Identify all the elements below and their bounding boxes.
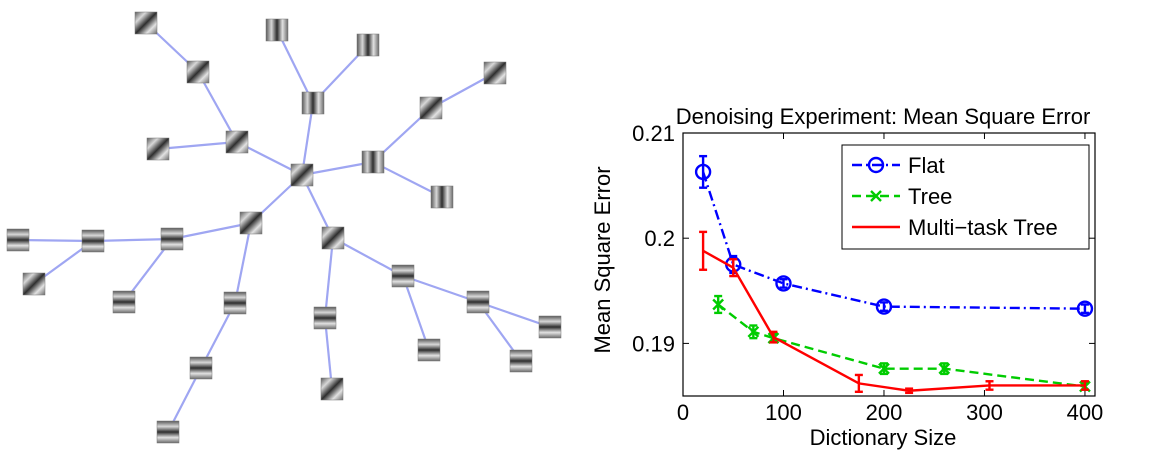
dictionary-atom-patch [186, 60, 210, 84]
error-bar [769, 330, 778, 344]
y-tick-label: 0.2 [644, 226, 675, 251]
tree-edge [17, 238, 94, 243]
series-multi-task-tree [699, 230, 1089, 395]
tree-edge [233, 222, 253, 304]
legend-label: Flat [908, 153, 945, 178]
y-axis-label: Mean Square Error [590, 166, 615, 353]
data-point [938, 362, 951, 375]
data-point [1076, 300, 1094, 317]
x-tick-label: 300 [966, 400, 1003, 425]
data-point [875, 298, 893, 315]
dictionary-atom-patch [466, 290, 490, 314]
mse-chart: Denoising Experiment: Mean Square Error … [590, 0, 1151, 453]
legend: Flat Tree Multi−task Tree [841, 144, 1090, 250]
error-bar [985, 380, 994, 391]
dictionary-atom-patch [134, 11, 158, 35]
data-point [712, 298, 725, 311]
dictionary-atom-patch [313, 306, 337, 330]
legend-item: Flat [852, 153, 945, 178]
dictionary-atom-patch [239, 211, 263, 235]
error-bar [905, 387, 914, 395]
dictionary-atom-patch [301, 91, 325, 115]
x-axis-label: Dictionary Size [810, 425, 957, 450]
dictionary-atom-patch [419, 96, 443, 120]
dictionary-atom-patch [225, 130, 249, 154]
tree-edge [171, 221, 252, 241]
mse-chart-svg: Denoising Experiment: Mean Square Error … [590, 104, 1103, 450]
data-point [694, 163, 712, 181]
tree-edge [332, 237, 404, 277]
dictionary-atom-patch [156, 420, 180, 444]
tree-edge [300, 102, 315, 176]
tree-edge [477, 300, 551, 329]
plot-area-frame [682, 132, 1096, 397]
dictionary-atom-patch [417, 338, 441, 362]
error-bar [1080, 303, 1089, 315]
error-bar [779, 278, 788, 289]
chart-title: Denoising Experiment: Mean Square Error [676, 104, 1091, 129]
legend-marker [870, 190, 882, 202]
tree-nodes [6, 11, 562, 444]
dictionary-atom-patch [391, 264, 415, 288]
legend-item: Multi−task Tree [852, 215, 1058, 240]
legend-label: Tree [908, 184, 952, 209]
error-bar [699, 230, 708, 271]
legend-label: Multi−task Tree [908, 215, 1058, 240]
legend-item: Tree [852, 184, 952, 209]
dictionary-atom-patch [223, 291, 247, 315]
dictionary-tree [6, 11, 562, 444]
dictionary-atom-patch [290, 163, 314, 187]
x-tick-label: 0 [677, 400, 689, 425]
y-tick-label: 0.19 [632, 331, 675, 356]
error-bar [699, 154, 708, 189]
tree-edge [157, 140, 238, 151]
dictionary-atom-patch [483, 61, 507, 85]
dictionary-atom-patch [361, 150, 385, 174]
dictionary-atom-patch [265, 18, 289, 42]
dictionary-atom-patch [430, 185, 454, 209]
error-bar [854, 373, 863, 393]
dictionary-atom-patch [320, 377, 344, 401]
dictionary-atom-patch [81, 229, 105, 253]
error-bar [729, 258, 738, 278]
y-tick-label: 0.21 [632, 121, 675, 146]
dictionary-atom-patch [321, 226, 345, 250]
tree-edge [197, 71, 238, 143]
x-tick-label: 400 [1067, 400, 1104, 425]
series-tree [712, 294, 1091, 393]
tree-edges [17, 22, 551, 433]
tree-edge [301, 160, 374, 177]
tree-edge [323, 317, 334, 390]
tree-edge [402, 274, 479, 304]
series-line [717, 303, 1086, 388]
dictionary-atom-patch [146, 137, 170, 161]
tree-edge [372, 161, 443, 198]
error-bar [879, 301, 888, 312]
dictionary-atom-patch [112, 290, 136, 314]
data-point [878, 362, 890, 375]
tree-edge [323, 237, 335, 319]
x-tick-label: 100 [765, 400, 802, 425]
dictionary-atom-patch [356, 33, 380, 57]
tree-edge [92, 237, 173, 243]
data-point [747, 325, 760, 338]
dictionary-atom-patch [509, 349, 533, 373]
dictionary-atom-patch [6, 228, 30, 252]
x-tick-label: 200 [866, 400, 903, 425]
dictionary-atom-patch [538, 315, 562, 339]
plot-marks: 0 100 200 300 400 0.19 0.2 0.21 [632, 121, 1103, 425]
dictionary-tree-figure [6, 11, 562, 444]
dictionary-atom-patch [160, 227, 184, 251]
series-line [701, 171, 1085, 310]
data-point [775, 275, 792, 292]
dictionary-atom-patch [22, 272, 46, 296]
error-bar [1080, 380, 1089, 391]
legend-marker [867, 156, 885, 174]
tree-edge [276, 29, 314, 104]
tree-edge [401, 275, 431, 351]
dictionary-atom-patch [189, 356, 213, 380]
